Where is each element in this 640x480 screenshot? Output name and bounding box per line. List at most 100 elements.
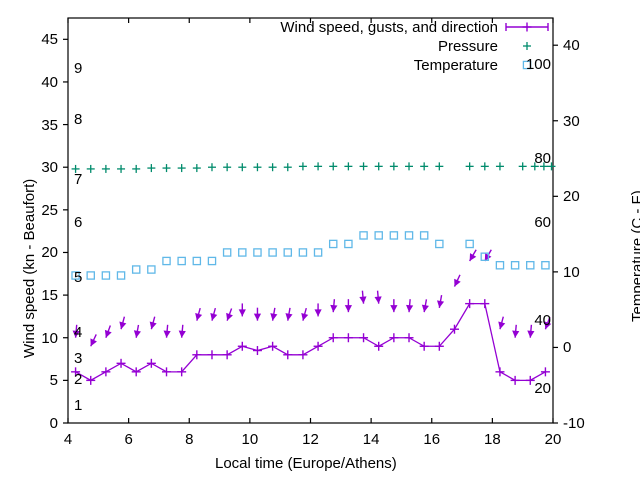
wind-speed-line: [75, 302, 546, 382]
square-marker: [404, 231, 414, 240]
gust-arrow-head: [226, 312, 233, 321]
gust-arrow-head: [285, 313, 293, 321]
plot-frame: [67, 17, 554, 424]
gust-arrow-head: [390, 305, 398, 313]
y2-axis-title: Temperature (C - F): [629, 190, 640, 322]
square-marker: [465, 239, 474, 249]
gust-arrow-head: [406, 304, 414, 313]
fahrenheit-scale-label: 80: [534, 149, 551, 167]
square-marker: [419, 231, 429, 240]
legend-label[interactable]: Wind speed, gusts, and direction: [280, 19, 498, 36]
square-marker: [238, 248, 247, 257]
gust-arrow-head: [344, 305, 352, 313]
square-marker: [177, 256, 186, 266]
square-marker: [522, 60, 532, 70]
square-marker: [283, 248, 293, 257]
y-tick-label: 20: [41, 244, 58, 262]
beaufort-scale-label: 4: [74, 324, 83, 342]
gust-arrow-head: [163, 330, 171, 338]
gust-arrow-head: [374, 296, 382, 304]
square-marker: [510, 261, 520, 270]
square-marker: [253, 248, 262, 257]
square-marker: [131, 265, 141, 274]
square-marker: [101, 271, 111, 280]
square-marker: [298, 248, 308, 257]
beaufort-scale-label: 2: [74, 371, 83, 389]
square-marker: [344, 239, 353, 249]
gust-arrow-head: [72, 330, 80, 338]
gust-arrow-head: [421, 304, 429, 313]
beaufort-scale-label: 6: [74, 213, 83, 231]
square-marker: [313, 248, 323, 257]
gust-arrow-head: [149, 321, 157, 330]
square-marker: [495, 261, 505, 270]
gust-arrow-head: [104, 329, 112, 338]
square-marker: [374, 231, 383, 240]
gust-arrow-head: [253, 313, 262, 321]
square-marker: [207, 256, 217, 266]
square-marker: [116, 271, 126, 280]
gust-arrow-head: [270, 313, 278, 321]
square-marker: [192, 256, 202, 266]
y-tick-label: 5: [49, 372, 58, 390]
beaufort-scale-label: 8: [74, 111, 83, 129]
x-tick-label: 6: [124, 431, 133, 448]
beaufort-scale-label: 9: [74, 60, 83, 78]
y-tick-label: 15: [41, 287, 58, 305]
x-tick-label: 10: [241, 431, 259, 448]
square-marker: [328, 239, 338, 249]
gust-arrow-head: [133, 330, 141, 338]
gust-arrow-head: [238, 309, 246, 317]
square-marker: [162, 256, 171, 266]
gust-arrow-head: [330, 304, 338, 313]
y2-tick-label: 30: [563, 112, 580, 130]
y-tick-label: 25: [41, 201, 58, 219]
fahrenheit-scale-label: 20: [534, 379, 551, 397]
gust-arrow-head: [469, 253, 477, 261]
gust-arrow-head: [359, 296, 367, 304]
square-marker: [268, 248, 277, 257]
y-tick-label: 30: [41, 159, 58, 177]
square-marker: [71, 271, 80, 280]
y2-tick-label: 10: [563, 263, 580, 281]
gust-arrow-head: [527, 330, 535, 338]
x-tick-label: 20: [544, 431, 562, 448]
gust-arrow-head: [210, 312, 218, 321]
legend-label[interactable]: Pressure: [437, 38, 498, 55]
square-marker: [147, 265, 156, 274]
y2-tick-label: 0: [563, 339, 572, 357]
y2-tick-label: 20: [563, 188, 580, 206]
beaufort-scale-label: 3: [74, 350, 83, 368]
beaufort-scale-label: 7: [74, 171, 83, 188]
gust-arrow-head: [119, 321, 127, 330]
y-tick-label: 0: [49, 415, 58, 432]
gust-arrow-head: [195, 312, 203, 321]
square-marker: [480, 252, 490, 261]
y2-tick-label: -10: [563, 415, 585, 432]
y2-tick-label: 40: [563, 37, 580, 55]
x-tick-label: 12: [302, 431, 319, 448]
square-marker: [435, 239, 444, 249]
gust-arrow-head: [498, 321, 506, 330]
gust-arrow-head: [454, 278, 461, 287]
y-tick-label: 10: [41, 329, 58, 347]
y-tick-label: 45: [41, 31, 58, 49]
square-marker: [526, 261, 535, 270]
gust-arrow-head: [314, 309, 322, 317]
beaufort-scale-label: 5: [74, 269, 83, 287]
gust-arrow-head: [90, 338, 97, 347]
square-marker: [359, 231, 368, 240]
y-tick-label: 40: [41, 73, 58, 91]
gust-arrow-head: [544, 321, 552, 330]
gust-arrow-head: [512, 330, 520, 338]
gust-arrow-head: [178, 330, 186, 338]
x-tick-label: 16: [423, 431, 441, 448]
square-marker: [222, 248, 232, 257]
legend-label[interactable]: Temperature: [413, 57, 498, 74]
gust-arrow-head: [301, 312, 309, 321]
square-marker: [541, 261, 550, 270]
y-tick-label: 35: [41, 116, 58, 134]
x-tick-label: 4: [63, 431, 73, 448]
